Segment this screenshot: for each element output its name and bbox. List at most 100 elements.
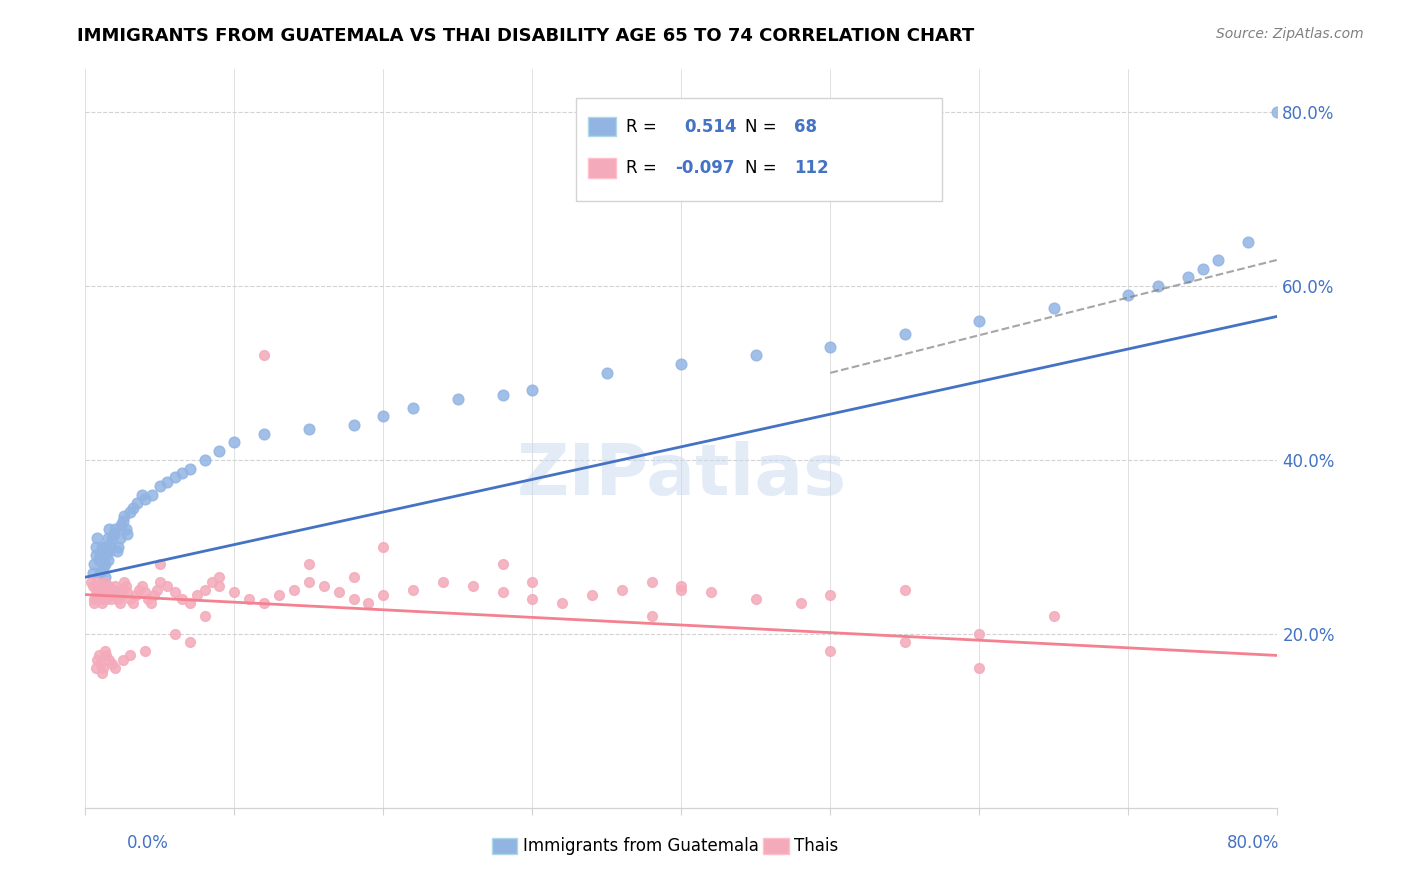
Point bbox=[104, 661, 127, 675]
Point bbox=[122, 596, 145, 610]
Point bbox=[110, 588, 132, 602]
Point bbox=[1118, 287, 1140, 301]
Point bbox=[101, 531, 124, 545]
Point bbox=[90, 544, 112, 558]
Point bbox=[90, 596, 112, 610]
Point bbox=[112, 574, 135, 589]
Point bbox=[172, 591, 194, 606]
Point bbox=[134, 491, 156, 506]
Point bbox=[112, 509, 135, 524]
Text: R =: R = bbox=[626, 118, 657, 136]
Point bbox=[90, 540, 112, 554]
Point bbox=[114, 522, 136, 536]
Point bbox=[90, 591, 112, 606]
Point bbox=[98, 544, 121, 558]
Point bbox=[671, 357, 693, 371]
Point bbox=[283, 583, 305, 598]
Text: 0.0%: 0.0% bbox=[127, 834, 169, 852]
Point bbox=[142, 588, 165, 602]
Point bbox=[108, 531, 131, 545]
Point bbox=[82, 566, 104, 580]
Point bbox=[820, 588, 842, 602]
Point bbox=[253, 349, 276, 363]
Point bbox=[894, 635, 917, 649]
Point bbox=[115, 526, 138, 541]
Point bbox=[86, 579, 108, 593]
Point bbox=[86, 531, 108, 545]
Point bbox=[118, 648, 141, 663]
Point bbox=[118, 505, 141, 519]
Point bbox=[108, 596, 131, 610]
Point bbox=[98, 579, 121, 593]
Point bbox=[139, 596, 162, 610]
Point bbox=[86, 653, 108, 667]
Point bbox=[671, 583, 693, 598]
Point bbox=[146, 583, 169, 598]
Text: Source: ZipAtlas.com: Source: ZipAtlas.com bbox=[1216, 27, 1364, 41]
Point bbox=[87, 588, 110, 602]
Point bbox=[163, 585, 186, 599]
Text: 0.514: 0.514 bbox=[685, 118, 737, 136]
Point bbox=[101, 588, 124, 602]
Point bbox=[98, 585, 121, 599]
Point bbox=[700, 585, 723, 599]
Text: ZIPatlas: ZIPatlas bbox=[516, 441, 846, 509]
Point bbox=[312, 579, 335, 593]
Point bbox=[111, 653, 134, 667]
Point bbox=[131, 579, 153, 593]
Text: N =: N = bbox=[745, 159, 776, 177]
Point bbox=[461, 579, 484, 593]
Point bbox=[671, 579, 693, 593]
Point bbox=[1043, 609, 1066, 624]
Point bbox=[357, 596, 380, 610]
Point bbox=[179, 635, 201, 649]
Point bbox=[91, 561, 114, 575]
Point bbox=[97, 583, 120, 598]
Point bbox=[342, 570, 364, 584]
Point bbox=[373, 409, 395, 424]
Point bbox=[96, 591, 118, 606]
Point bbox=[1192, 261, 1215, 276]
Point bbox=[342, 417, 364, 432]
Point bbox=[149, 574, 172, 589]
Point bbox=[91, 574, 114, 589]
Point bbox=[596, 366, 619, 380]
Point bbox=[87, 648, 110, 663]
Point bbox=[84, 583, 107, 598]
Point bbox=[98, 522, 121, 536]
Point bbox=[149, 557, 172, 571]
Point bbox=[491, 387, 513, 401]
Point bbox=[402, 401, 425, 415]
Point bbox=[91, 588, 114, 602]
Point bbox=[163, 626, 186, 640]
Point bbox=[104, 579, 127, 593]
Point bbox=[238, 591, 260, 606]
Text: Thais: Thais bbox=[794, 837, 838, 855]
Point bbox=[97, 531, 120, 545]
Point bbox=[1147, 279, 1170, 293]
Point bbox=[491, 585, 513, 599]
Point bbox=[402, 583, 425, 598]
Point bbox=[789, 596, 811, 610]
Point bbox=[83, 596, 105, 610]
Point bbox=[373, 588, 395, 602]
Point bbox=[125, 588, 148, 602]
Point bbox=[581, 588, 603, 602]
Text: Immigrants from Guatemala: Immigrants from Guatemala bbox=[523, 837, 759, 855]
Point bbox=[110, 518, 132, 533]
Point bbox=[118, 591, 141, 606]
Point bbox=[432, 574, 454, 589]
Point bbox=[373, 540, 395, 554]
Point bbox=[1267, 105, 1289, 120]
Point bbox=[298, 557, 321, 571]
Point bbox=[87, 553, 110, 567]
Point bbox=[156, 475, 179, 489]
Point bbox=[111, 583, 134, 598]
Point bbox=[122, 500, 145, 515]
Point bbox=[820, 340, 842, 354]
Point bbox=[298, 574, 321, 589]
Point bbox=[224, 585, 246, 599]
Point bbox=[208, 570, 231, 584]
Point bbox=[491, 557, 513, 571]
Point bbox=[128, 583, 150, 598]
